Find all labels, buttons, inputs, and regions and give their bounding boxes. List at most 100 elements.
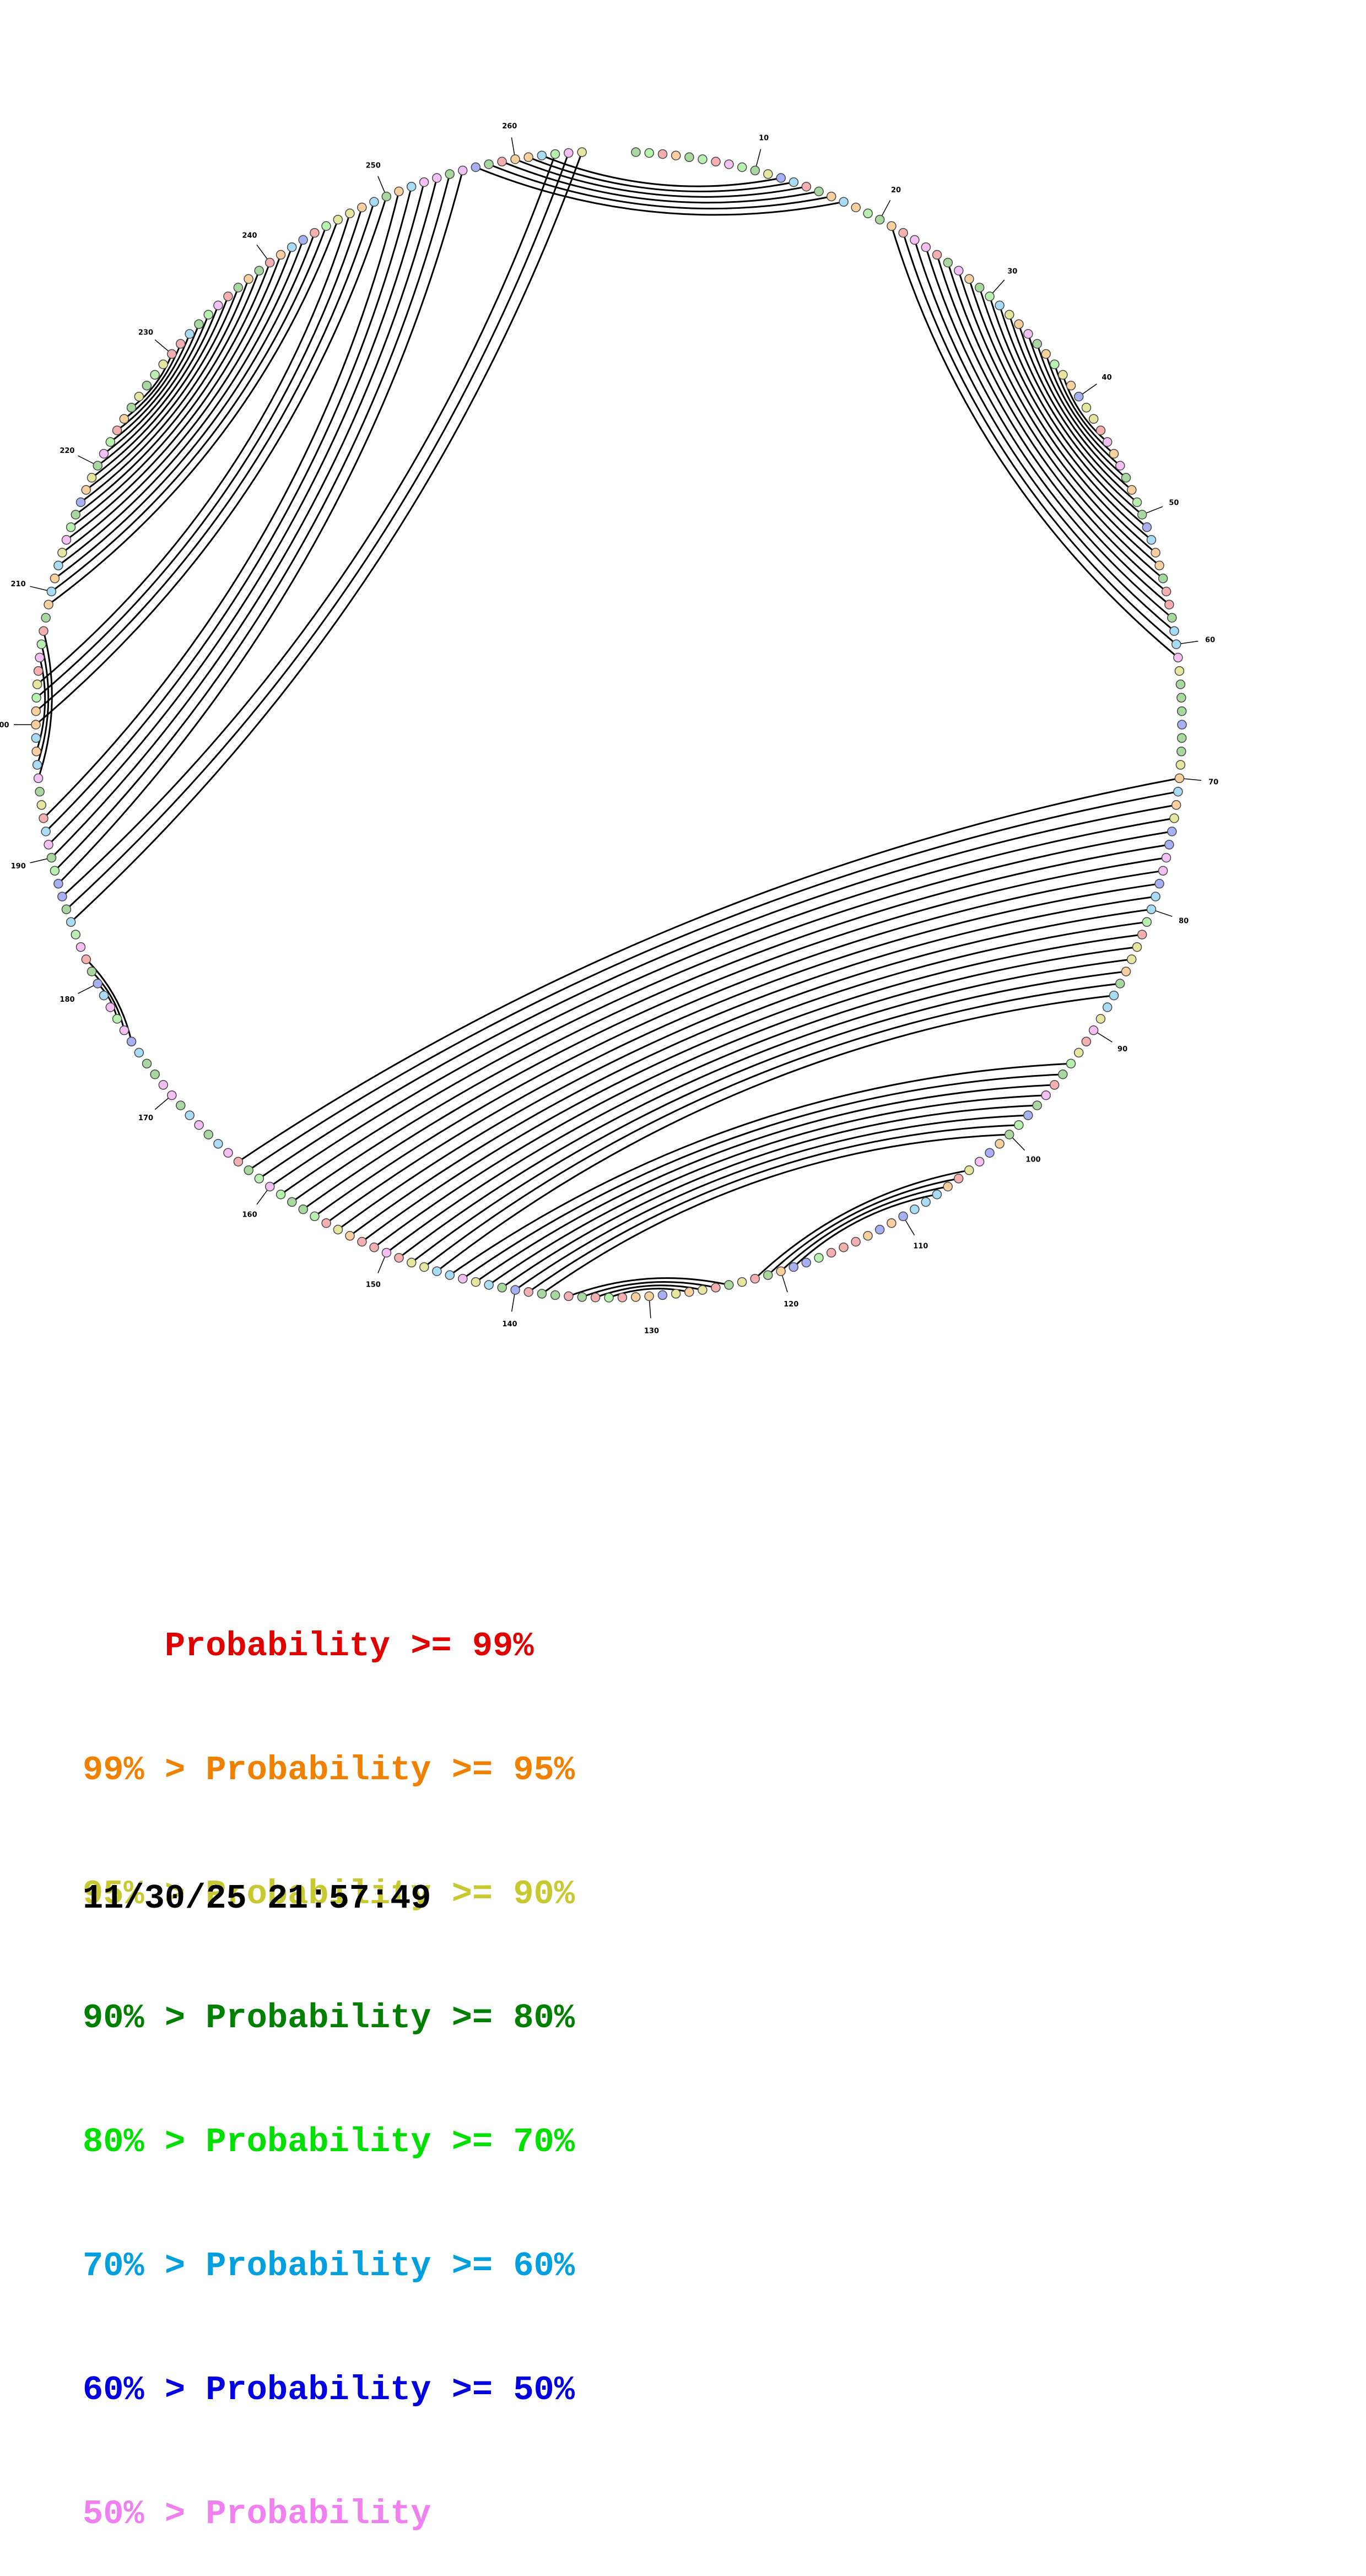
tick-label: 250 [366, 161, 381, 170]
nucleotide [75, 942, 86, 952]
nucleotide [419, 177, 429, 187]
base-pair-arc [35, 196, 387, 726]
nucleotide [233, 1157, 244, 1167]
base-pair-arc [541, 154, 781, 187]
nucleotide [863, 208, 873, 219]
nucleotide [1161, 852, 1171, 863]
tick-label: 190 [11, 862, 26, 871]
nucleotide [1161, 586, 1171, 597]
base-pair-arc [793, 1194, 937, 1268]
nucleotide [839, 1243, 849, 1252]
nucleotide [213, 1139, 223, 1149]
nucleotide [345, 208, 355, 219]
tick-label: 10 [759, 134, 769, 143]
nucleotide [657, 149, 668, 159]
nucleotide [497, 1283, 507, 1293]
nucleotide [564, 1291, 574, 1301]
tick-mark [755, 149, 762, 166]
legend-row: 90% > Probability >= 80% [83, 1997, 575, 2039]
nucleotide [407, 1257, 417, 1268]
tick-mark [1082, 384, 1097, 395]
tick-label: 40 [1102, 374, 1112, 382]
nucleotide [631, 147, 641, 157]
nucleotide [484, 159, 494, 169]
nucleotide [1146, 904, 1157, 915]
nucleotide [41, 613, 51, 623]
legend-prefix: 99% > [83, 1751, 206, 1790]
nucleotide [457, 165, 468, 176]
nucleotide [175, 339, 186, 349]
nucleotide [921, 1197, 931, 1207]
legend-label: Probability >= 95% [206, 1751, 575, 1790]
nucleotide [1073, 1047, 1084, 1058]
base-pair-arc [75, 270, 260, 516]
nucleotide [523, 152, 533, 163]
nucleotide [150, 1069, 160, 1079]
base-pair-arc [48, 219, 339, 606]
nucleotide [577, 1292, 587, 1302]
nucleotide [93, 979, 103, 989]
legend-row: 70% > Probability >= 60% [83, 2245, 575, 2287]
nucleotide [1058, 1069, 1068, 1079]
nucleotide [167, 1090, 177, 1100]
nucleotide [1115, 979, 1125, 989]
nucleotide [31, 747, 41, 757]
legend-prefix: 70% > [83, 2246, 206, 2286]
base-pair-arc [979, 287, 1157, 554]
nucleotide [105, 1002, 116, 1012]
base-pair-arc [436, 995, 1114, 1272]
nucleotide [1158, 574, 1168, 584]
nucleotide [1004, 1130, 1014, 1140]
base-pair-arc [398, 958, 1132, 1259]
nucleotide [953, 1174, 964, 1184]
base-pair-arc [936, 254, 1170, 606]
legend-row: 99% > Probability >= 95% [83, 1749, 575, 1791]
base-pair-arc [337, 895, 1156, 1230]
nucleotide [46, 852, 57, 863]
nucleotide [1014, 319, 1024, 330]
nucleotide [1176, 706, 1187, 716]
nucleotide [1164, 600, 1174, 609]
nucleotide [537, 1289, 547, 1299]
nucleotide [185, 329, 195, 339]
nucleotide [1164, 840, 1174, 850]
nucleotide [35, 786, 45, 797]
nucleotide [33, 666, 44, 676]
nucleotide [711, 156, 721, 167]
nucleotide [1081, 403, 1092, 413]
nucleotide [36, 639, 47, 649]
nucleotide [801, 181, 812, 192]
base-pair-arc [515, 1114, 1028, 1291]
nucleotide [357, 202, 367, 213]
nucleotide [381, 191, 392, 202]
nucleotide [1158, 866, 1168, 876]
base-pair-arc [989, 296, 1152, 541]
nucleotide [369, 197, 379, 207]
base-pair-arc [280, 830, 1173, 1195]
nucleotide [93, 461, 102, 471]
nucleotide [921, 242, 931, 252]
tick-mark [511, 1294, 515, 1312]
tick-mark [1012, 1137, 1025, 1151]
nucleotide [1171, 800, 1181, 810]
nucleotide [287, 1197, 297, 1207]
nucleotide [510, 154, 520, 164]
base-pair-arc [501, 1104, 1038, 1289]
nucleotide [471, 162, 481, 172]
nucleotide [75, 497, 86, 507]
nucleotide [1088, 1025, 1099, 1035]
base-pair-arc [62, 247, 293, 554]
nucleotide [863, 1231, 873, 1241]
tick-mark [154, 1098, 169, 1110]
base-pair-arc [1018, 323, 1138, 503]
base-pair-arc [423, 982, 1120, 1268]
nucleotide [1175, 760, 1186, 770]
nucleotide [550, 1290, 560, 1300]
tick-label: 130 [644, 1327, 659, 1335]
nucleotide [1167, 827, 1177, 836]
nucleotide [223, 1148, 233, 1158]
base-pair-arc [386, 946, 1137, 1254]
nucleotide [671, 150, 681, 160]
nucleotide [71, 510, 81, 520]
nucleotide [1023, 1110, 1033, 1120]
